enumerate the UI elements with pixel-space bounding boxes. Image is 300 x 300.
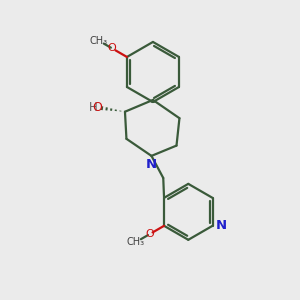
Text: N: N (216, 219, 227, 232)
Text: CH₃: CH₃ (90, 36, 108, 46)
Text: O: O (92, 101, 102, 114)
Text: H: H (89, 101, 98, 114)
Polygon shape (151, 100, 155, 102)
Text: O: O (108, 44, 116, 53)
Text: O: O (145, 230, 154, 239)
Text: CH₃: CH₃ (127, 237, 145, 247)
Text: N: N (145, 158, 156, 171)
